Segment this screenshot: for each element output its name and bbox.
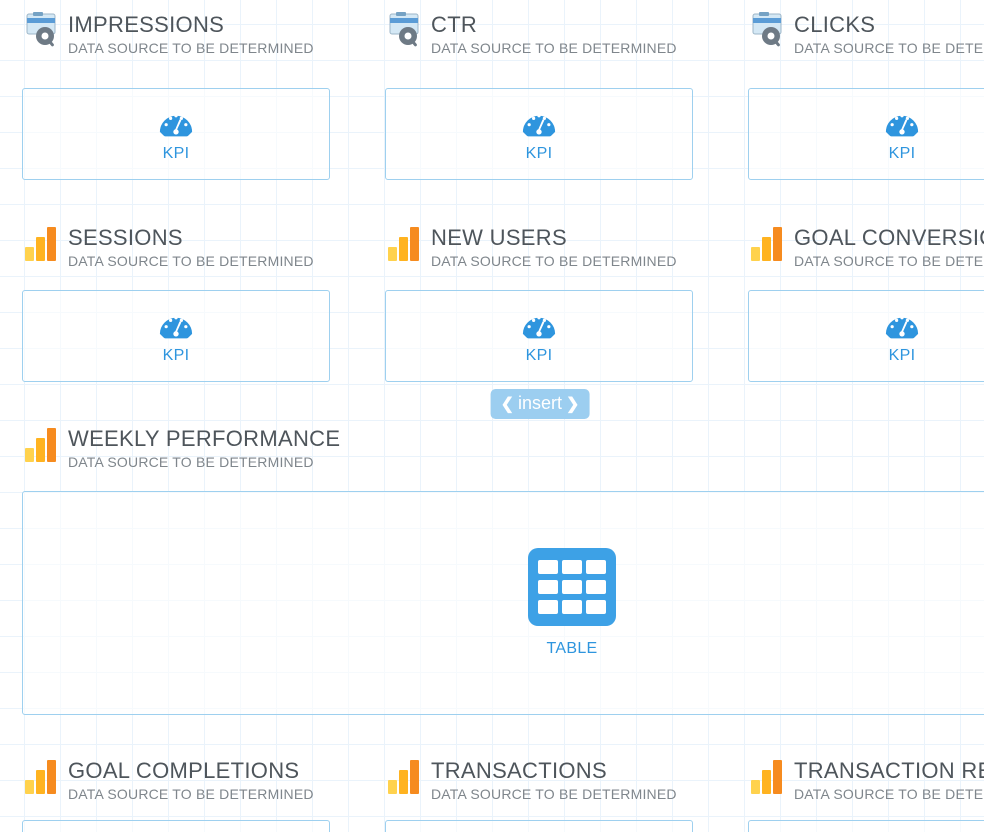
kpi-placeholder[interactable]: KPI (385, 290, 693, 382)
widget-type-label: KPI (163, 347, 190, 365)
table-icon (528, 548, 616, 626)
widget-type-label: KPI (889, 145, 916, 163)
kpi-placeholder[interactable]: KPI (748, 290, 984, 382)
widget-type-label: KPI (526, 145, 553, 163)
gauge-icon (519, 307, 559, 341)
tile-title: NEW USERS (431, 225, 677, 251)
analytics-icon (22, 225, 60, 263)
wrench-icon (748, 12, 786, 50)
tile-header-sessions[interactable]: SESSIONS DATA SOURCE TO BE DETERMINED (22, 225, 330, 273)
tile-header-impressions[interactable]: IMPRESSIONS DATA SOURCE TO BE DETERMINED (22, 12, 330, 60)
tile-header-ctr[interactable]: CTR DATA SOURCE TO BE DETERMINED (385, 12, 693, 60)
tile-subtitle: DATA SOURCE TO BE DETERMINED (431, 253, 677, 269)
tile-header-goal-completions[interactable]: GOAL COMPLETIONS DATA SOURCE TO BE DETER… (22, 758, 330, 806)
gauge-icon (882, 307, 922, 341)
kpi-placeholder[interactable]: KPI (385, 88, 693, 180)
widget-type-label: KPI (889, 347, 916, 365)
tile-title: TRANSACTIONS (431, 758, 677, 784)
tile-subtitle: DATA SOURCE TO BE DETERMINED (68, 454, 340, 470)
insert-label: insert (518, 393, 562, 414)
analytics-icon (22, 426, 60, 464)
widget-type-label: TABLE (547, 640, 598, 658)
gauge-icon (882, 105, 922, 139)
kpi-placeholder[interactable]: KPI (748, 88, 984, 180)
wrench-icon (385, 12, 423, 50)
analytics-icon (748, 225, 786, 263)
tile-title: GOAL COMPLETIONS (68, 758, 314, 784)
tile-subtitle: DATA SOURCE TO BE DETERMINED (794, 253, 984, 269)
tile-subtitle: DATA SOURCE TO BE DETERMINED (68, 40, 314, 56)
tile-header-new-users[interactable]: NEW USERS DATA SOURCE TO BE DETERMINED (385, 225, 693, 273)
kpi-placeholder[interactable] (748, 820, 984, 832)
insert-button[interactable]: ❮ insert ❯ (491, 389, 590, 419)
analytics-icon (748, 758, 786, 796)
analytics-icon (22, 758, 60, 796)
tile-header-transactions[interactable]: TRANSACTIONS DATA SOURCE TO BE DETERMINE… (385, 758, 693, 806)
tile-header-goal-conversion[interactable]: GOAL CONVERSION DATA SOURCE TO BE DETERM… (748, 225, 984, 273)
tile-header-weekly-performance[interactable]: WEEKLY PERFORMANCE DATA SOURCE TO BE DET… (22, 426, 340, 474)
tile-title: SESSIONS (68, 225, 314, 251)
analytics-icon (385, 225, 423, 263)
tile-title: CLICKS (794, 12, 984, 38)
tile-title: TRANSACTION REV (794, 758, 984, 784)
tile-subtitle: DATA SOURCE TO BE DETERMINED (431, 40, 677, 56)
tile-title: WEEKLY PERFORMANCE (68, 426, 340, 452)
kpi-placeholder[interactable]: KPI (22, 88, 330, 180)
table-placeholder[interactable]: TABLE (22, 491, 984, 715)
tile-title: CTR (431, 12, 677, 38)
kpi-placeholder[interactable] (385, 820, 693, 832)
kpi-placeholder[interactable] (22, 820, 330, 832)
tile-subtitle: DATA SOURCE TO BE DETERMINED (68, 786, 314, 802)
gauge-icon (156, 307, 196, 341)
chevron-right-icon: ❯ (566, 394, 579, 414)
analytics-icon (385, 758, 423, 796)
kpi-placeholder[interactable]: KPI (22, 290, 330, 382)
chevron-left-icon: ❮ (501, 394, 514, 414)
tile-header-transaction-rev[interactable]: TRANSACTION REV DATA SOURCE TO BE DETERM… (748, 758, 984, 806)
gauge-icon (519, 105, 559, 139)
widget-type-label: KPI (163, 145, 190, 163)
tile-subtitle: DATA SOURCE TO BE DETERMINED (68, 253, 314, 269)
gauge-icon (156, 105, 196, 139)
tile-subtitle: DATA SOURCE TO BE DETERMINED (794, 786, 984, 802)
wrench-icon (22, 12, 60, 50)
tile-title: IMPRESSIONS (68, 12, 314, 38)
widget-type-label: KPI (526, 347, 553, 365)
tile-subtitle: DATA SOURCE TO BE DETERMINED (794, 40, 984, 56)
tile-title: GOAL CONVERSION (794, 225, 984, 251)
tile-subtitle: DATA SOURCE TO BE DETERMINED (431, 786, 677, 802)
tile-header-clicks[interactable]: CLICKS DATA SOURCE TO BE DETERMINED (748, 12, 984, 60)
